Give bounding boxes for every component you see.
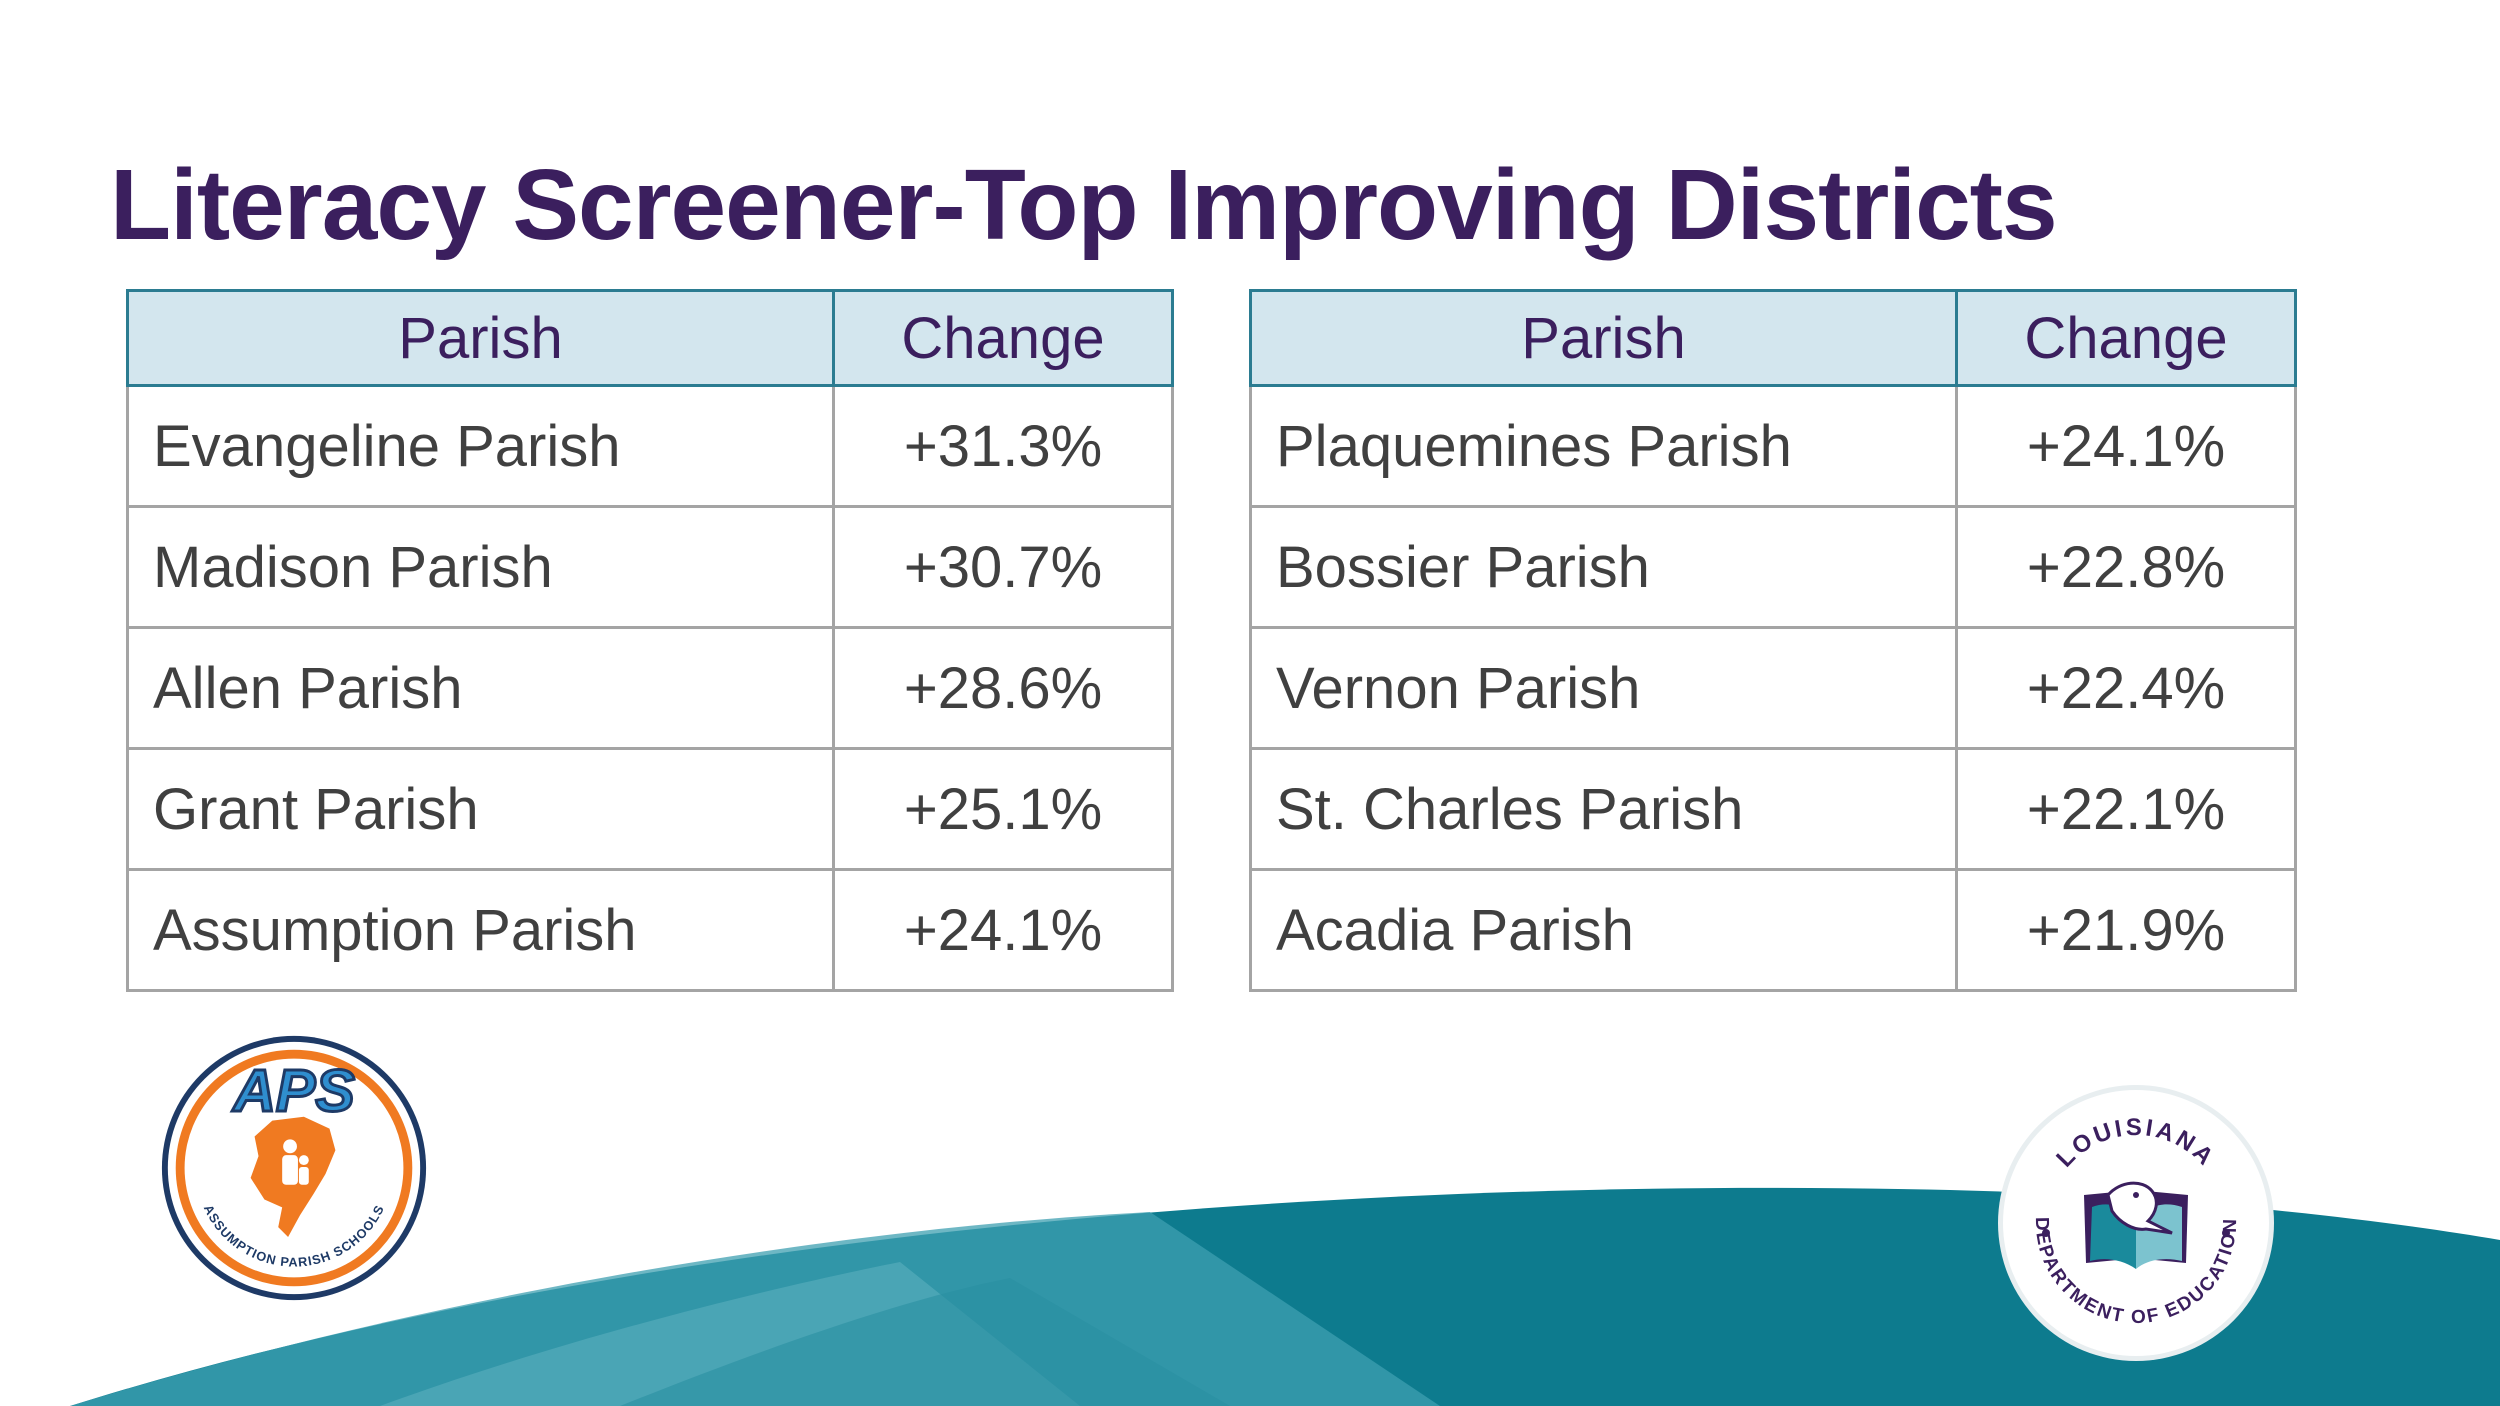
table-row: Evangeline Parish +31.3% [126,384,1174,508]
change-value: +22.1% [1955,747,2297,871]
change-column-header: Change [1955,289,2297,387]
change-value: +28.6% [832,626,1174,750]
table-row: Allen Parish +28.6% [126,626,1174,750]
right-parish-table: Parish Change Plaquemines Parish +24.1% … [1249,289,2297,992]
dot-icon [2222,1229,2230,1237]
change-value: +22.8% [1955,505,2297,629]
change-value: +21.9% [1955,868,2297,992]
louisiana-department-of-education-logo: LOUISIANA DEPARTMENT OF EDUCATION [1998,1085,2274,1361]
pelican-book-icon [2084,1181,2188,1269]
parish-name: Evangeline Parish [126,384,835,508]
change-value: +31.3% [832,384,1174,508]
change-value: +24.1% [832,868,1174,992]
table-row: Plaquemines Parish +24.1% [1249,384,2297,508]
parish-column-header: Parish [1249,289,1958,387]
parish-name: Bossier Parish [1249,505,1958,629]
table-row: Vernon Parish +22.4% [1249,626,2297,750]
parish-name: St. Charles Parish [1249,747,1958,871]
assumption-parish-schools-logo: APS ASSUMPTION PARISH SCHOOLS [161,1035,427,1301]
parish-name: Madison Parish [126,505,835,629]
parish-name: Grant Parish [126,747,835,871]
change-value: +30.7% [832,505,1174,629]
page-title: Literacy Screener-Top Improving District… [110,149,2058,261]
family-icon [282,1139,309,1185]
parish-name: Vernon Parish [1249,626,1958,750]
change-column-header: Change [832,289,1174,387]
parish-name: Allen Parish [126,626,835,750]
parish-name: Plaquemines Parish [1249,384,1958,508]
change-value: +24.1% [1955,384,2297,508]
table-row: Madison Parish +30.7% [126,505,1174,629]
wave-mid-band [620,1278,1230,1406]
table-row: Acadia Parish +21.9% [1249,868,2297,992]
change-value: +25.1% [832,747,1174,871]
table-row: Assumption Parish +24.1% [126,868,1174,992]
left-parish-table: Parish Change Evangeline Parish +31.3% M… [126,289,1174,992]
change-value: +22.4% [1955,626,2297,750]
aps-mark: APS [231,1057,355,1124]
parish-name: Acadia Parish [1249,868,1958,992]
parish-name: Assumption Parish [126,868,835,992]
table-header-row: Parish Change [1249,289,2297,387]
table-row: Grant Parish +25.1% [126,747,1174,871]
table-row: Bossier Parish +22.8% [1249,505,2297,629]
dot-icon [2042,1229,2050,1237]
table-header-row: Parish Change [126,289,1174,387]
parish-column-header: Parish [126,289,835,387]
table-row: St. Charles Parish +22.1% [1249,747,2297,871]
